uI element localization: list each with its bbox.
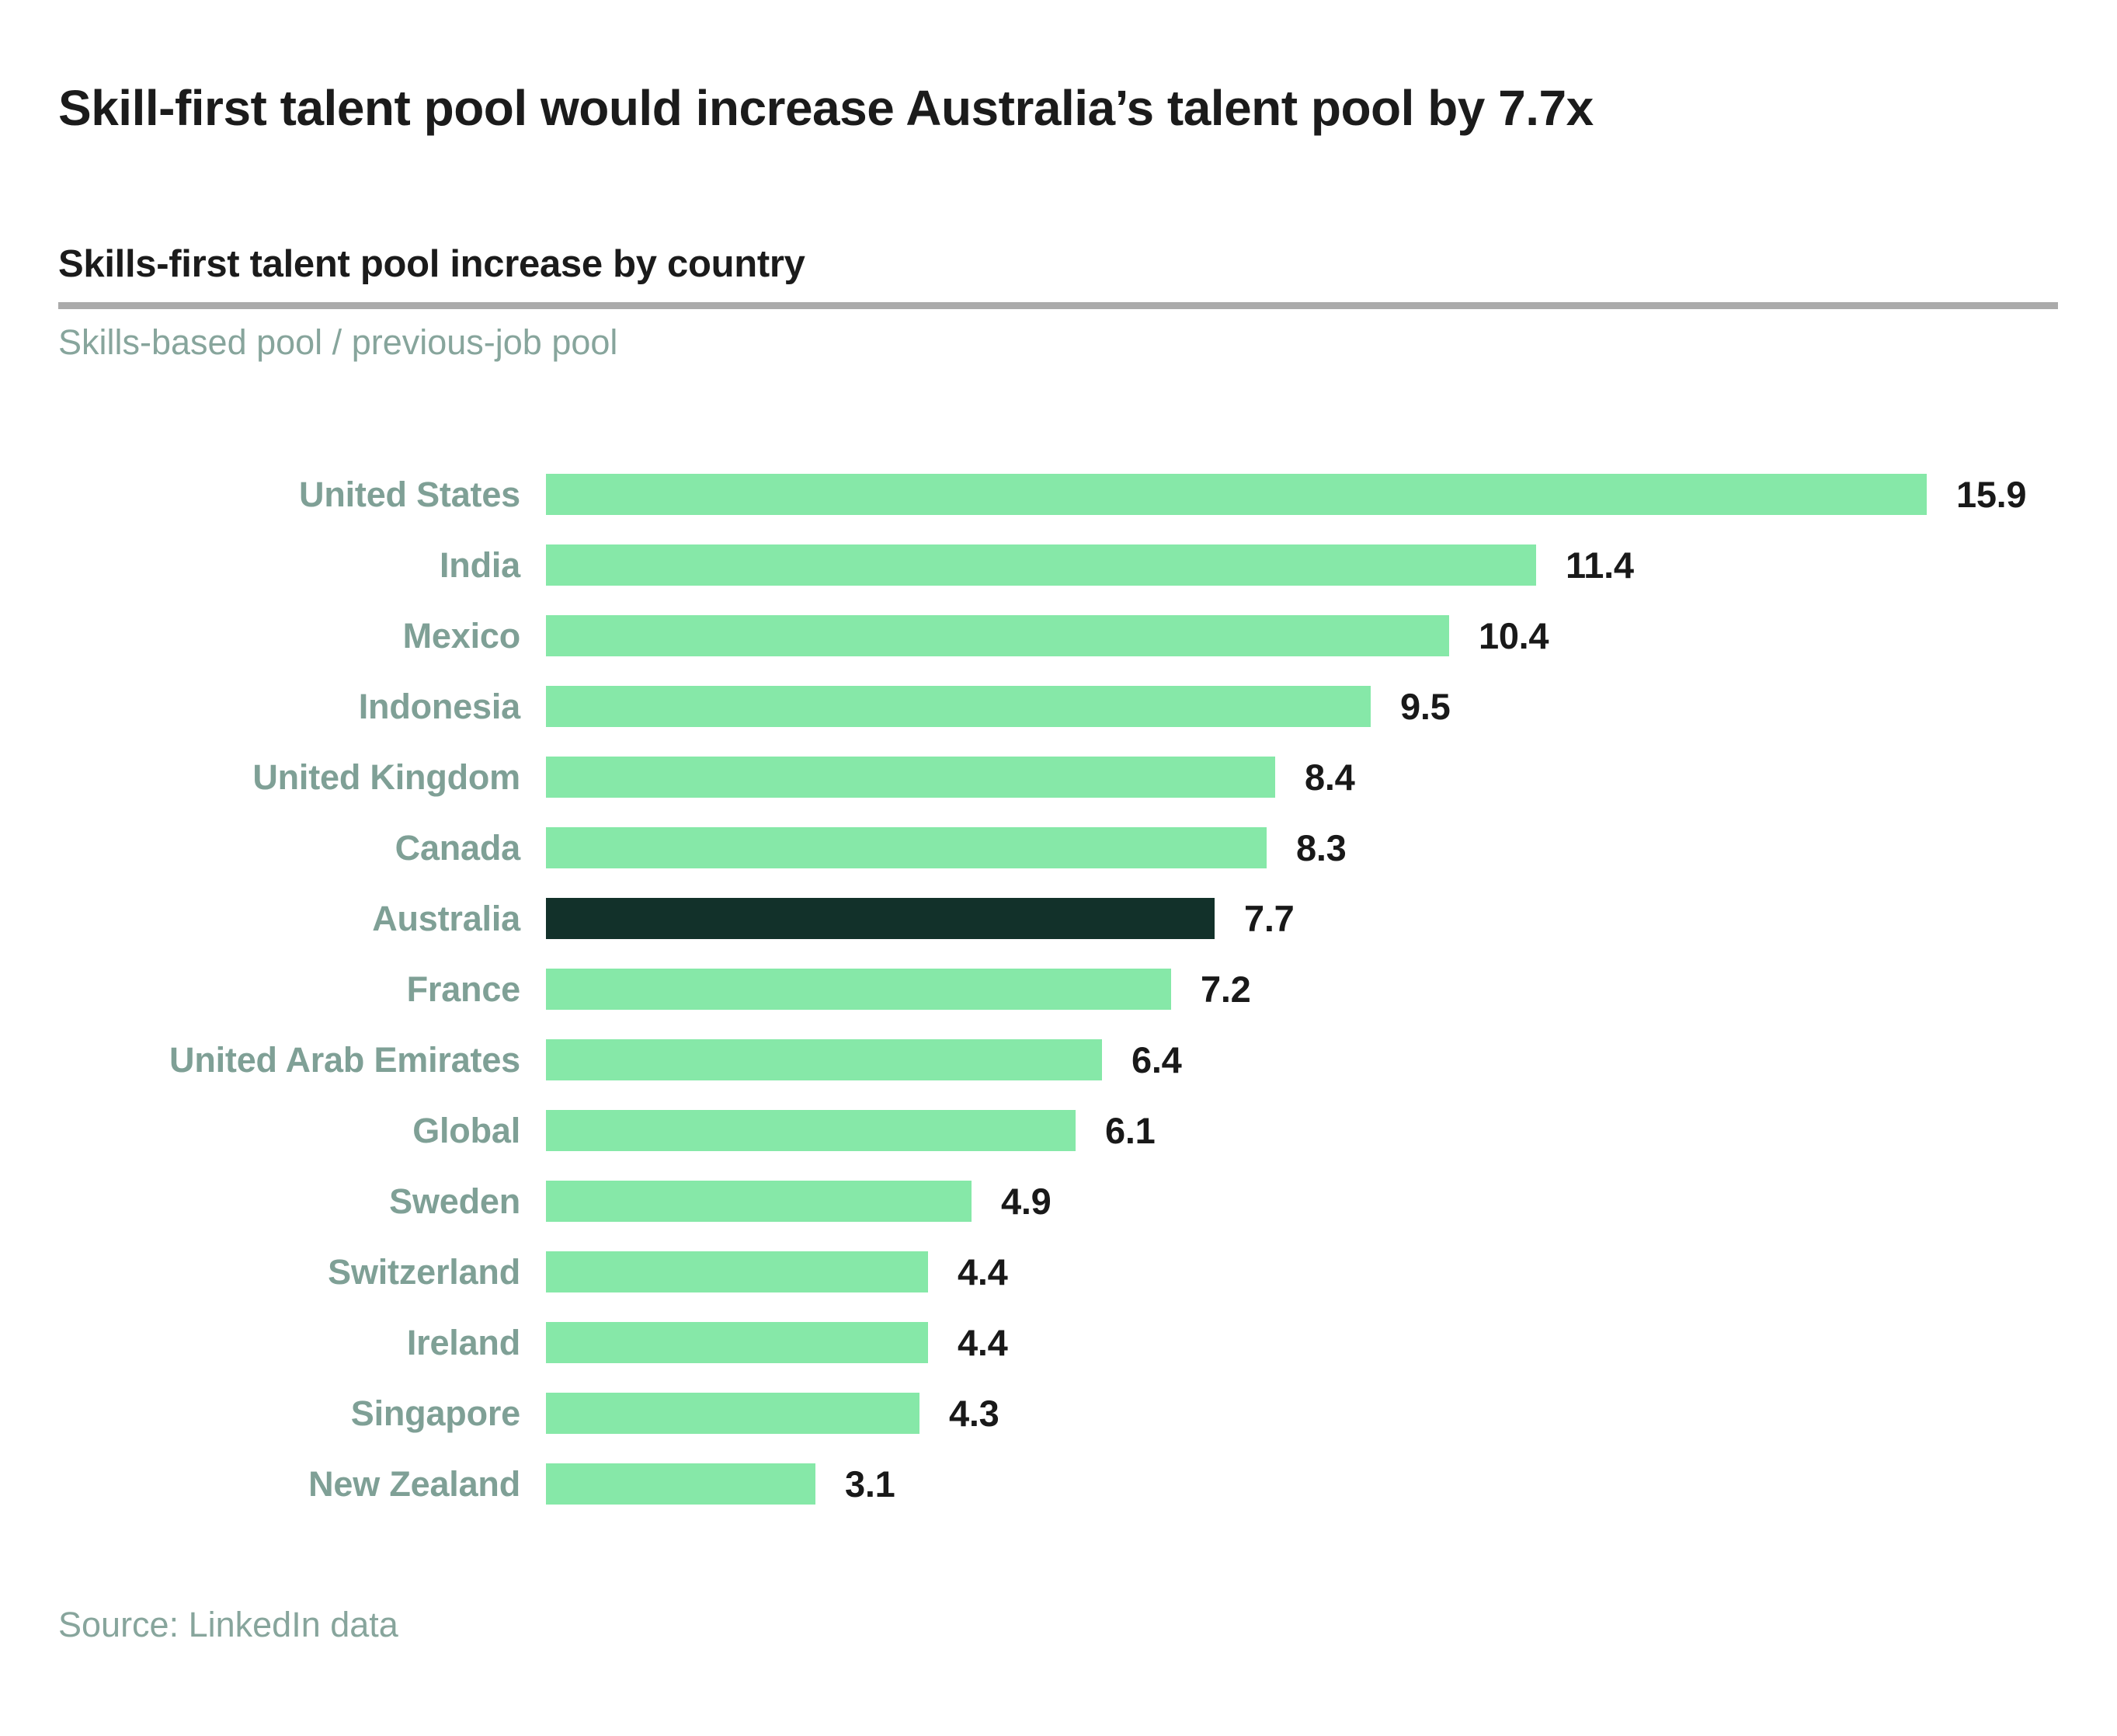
value-label: 15.9 [1956,474,2027,515]
bar [546,1251,928,1292]
chart-subtitle: Skills-based pool / previous-job pool [58,322,618,362]
chart-row: India 11.4 [58,530,2058,600]
chart-row: United States 15.9 [58,459,2058,530]
bar [546,1039,1102,1080]
bar [546,1181,972,1222]
chart-row: Singapore 4.3 [58,1378,2058,1449]
value-label: 9.5 [1400,686,1451,727]
bar [546,1322,928,1363]
chart-row: United Kingdom 8.4 [58,742,2058,812]
bar-highlighted [546,898,1215,939]
category-label: Mexico [402,615,521,656]
value-label: 6.4 [1132,1039,1182,1080]
value-label: 4.4 [958,1322,1008,1363]
value-label: 3.1 [845,1463,895,1505]
category-label: Indonesia [358,686,520,726]
category-label: Australia [372,898,520,938]
bar [546,686,1371,727]
category-label: United Arab Emirates [169,1039,520,1080]
bar [546,615,1449,656]
category-label: Canada [395,827,521,868]
value-label: 8.4 [1305,757,1355,798]
value-label: 8.3 [1296,827,1347,868]
chart-row: Switzerland 4.4 [58,1237,2058,1307]
category-label: Sweden [389,1181,520,1221]
chart-rows: United States 15.9 India 11.4 Mexico 10.4 Indo… [58,459,2058,1519]
category-label: Ireland [406,1322,520,1362]
chart-title: Skills-first talent pool increase by cou… [58,243,805,285]
value-label: 4.9 [1001,1181,1052,1222]
bar [546,827,1267,868]
chart-row: United Arab Emirates 6.4 [58,1025,2058,1095]
chart-row: New Zealand 3.1 [58,1449,2058,1519]
bar [546,757,1275,798]
page-title: Skill-first talent pool would increase A… [58,80,1594,136]
value-label: 7.7 [1244,898,1295,939]
source-note: Source: LinkedIn data [58,1605,398,1644]
category-label: New Zealand [308,1463,520,1504]
chart-row: Canada 8.3 [58,812,2058,883]
bar [546,1463,815,1505]
category-label: Switzerland [328,1251,520,1292]
chart-row: Sweden 4.9 [58,1166,2058,1237]
value-label: 4.4 [958,1251,1008,1292]
chart-row: Global 6.1 [58,1095,2058,1166]
bar [546,969,1171,1010]
divider-rule [58,302,2058,309]
category-label: United States [299,474,520,514]
value-label: 10.4 [1479,615,1549,656]
category-label: United Kingdom [252,757,520,797]
bar [546,544,1536,586]
category-label: Global [412,1110,520,1150]
value-label: 7.2 [1201,969,1251,1010]
bar [546,474,1927,515]
category-label: France [406,969,521,1009]
bar [546,1110,1076,1151]
chart-row: Mexico 10.4 [58,600,2058,671]
value-label: 4.3 [949,1393,999,1434]
chart-row: Australia 7.7 [58,883,2058,954]
bar [546,1393,919,1434]
category-label: India [439,544,520,585]
chart-row: France 7.2 [58,954,2058,1025]
value-label: 11.4 [1566,544,1634,586]
chart-row: Indonesia 9.5 [58,671,2058,742]
value-label: 6.1 [1105,1110,1156,1151]
chart-row: Ireland 4.4 [58,1307,2058,1378]
category-label: Singapore [350,1393,520,1433]
